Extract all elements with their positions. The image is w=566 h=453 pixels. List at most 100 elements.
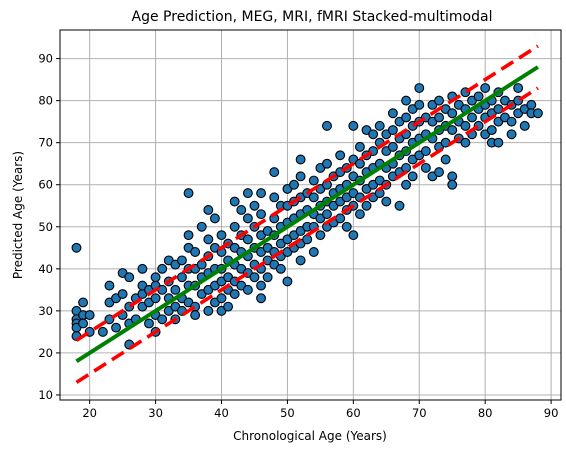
trend-lines [75,44,540,384]
data-point [440,154,451,165]
data-point [354,141,365,152]
lower-band-line [75,86,539,384]
data-point [216,230,227,241]
data-point [354,209,365,220]
data-point [262,272,273,283]
data-point [269,167,280,178]
x-tick-label: 90 [544,406,559,420]
data-point [387,125,398,136]
data-point [203,205,214,215]
data-point [78,318,89,329]
data-point [526,99,537,110]
data-point [137,263,148,274]
data-point [144,318,154,329]
data-point [242,188,253,199]
data-point [401,112,412,123]
data-point [322,209,332,220]
data-point [269,192,280,203]
data-point [256,293,267,304]
y-tick-label: 60 [38,178,53,192]
data-point [124,272,135,283]
data-point [157,263,168,274]
data-point [229,289,240,299]
data-point [104,280,115,291]
data-point [381,196,392,207]
data-point [447,171,458,182]
y-tick-label: 80 [38,94,53,108]
y-axis-ticks: 10 20 30 40 50 60 70 80 90 [38,52,60,402]
fit-line [75,65,540,364]
data-point [295,255,306,266]
data-point [532,108,543,119]
data-point [387,141,398,152]
data-point [335,150,346,161]
data-point [242,234,253,245]
data-point [111,322,121,333]
data-point [282,276,293,287]
data-point [275,263,286,274]
data-point [183,188,194,199]
data-point [177,255,187,266]
data-point [223,301,234,312]
data-point [216,293,227,304]
data-point [229,221,240,232]
data-point [256,209,267,220]
data-point [256,188,267,199]
data-point [196,221,207,232]
plot-frame [59,29,562,401]
data-point [249,200,260,211]
data-point [190,310,201,321]
data-point [315,230,326,241]
x-axis-label: Chronological Age (Years) [233,429,387,443]
data-point [229,196,240,207]
data-point [157,284,168,295]
data-point [493,104,504,114]
data-point [289,179,299,190]
x-tick-label: 40 [214,406,229,420]
data-point [341,221,352,232]
data-point [493,137,504,148]
data-point [519,120,530,131]
y-tick-label: 70 [38,136,53,150]
data-point [473,91,484,102]
data-point [434,95,444,106]
data-point [361,200,372,211]
data-point [249,272,260,283]
data-point [506,129,517,140]
data-point [295,154,306,165]
data-point [394,200,405,211]
data-point [460,120,471,131]
data-point [434,167,444,178]
data-point [177,272,187,283]
data-point [209,213,220,224]
x-tick-label: 80 [478,406,493,420]
data-point [256,280,267,291]
data-point [335,213,346,224]
data-point [460,137,471,148]
x-axis-ticks: 20 30 40 50 60 70 80 90 [82,400,558,420]
y-tick-label: 10 [38,388,53,402]
x-tick-label: 30 [148,406,163,420]
data-point [480,83,491,93]
data-point [71,242,82,253]
data-point [203,305,214,316]
data-points [71,83,543,350]
data-point [420,146,431,157]
chart-title: Age Prediction, MEG, MRI, fMRI Stacked-m… [132,9,493,25]
x-tick-label: 50 [280,406,295,420]
y-tick-label: 30 [38,304,53,318]
data-point [447,179,458,190]
y-tick-label: 50 [38,220,53,234]
data-point [414,99,425,110]
data-point [242,213,253,224]
data-point [506,116,517,127]
data-point [322,158,332,169]
data-point [387,108,398,119]
data-point [203,234,214,245]
data-point [190,247,201,257]
data-point [420,162,431,173]
data-point [322,120,332,131]
data-point [308,175,319,186]
data-point [236,205,247,215]
